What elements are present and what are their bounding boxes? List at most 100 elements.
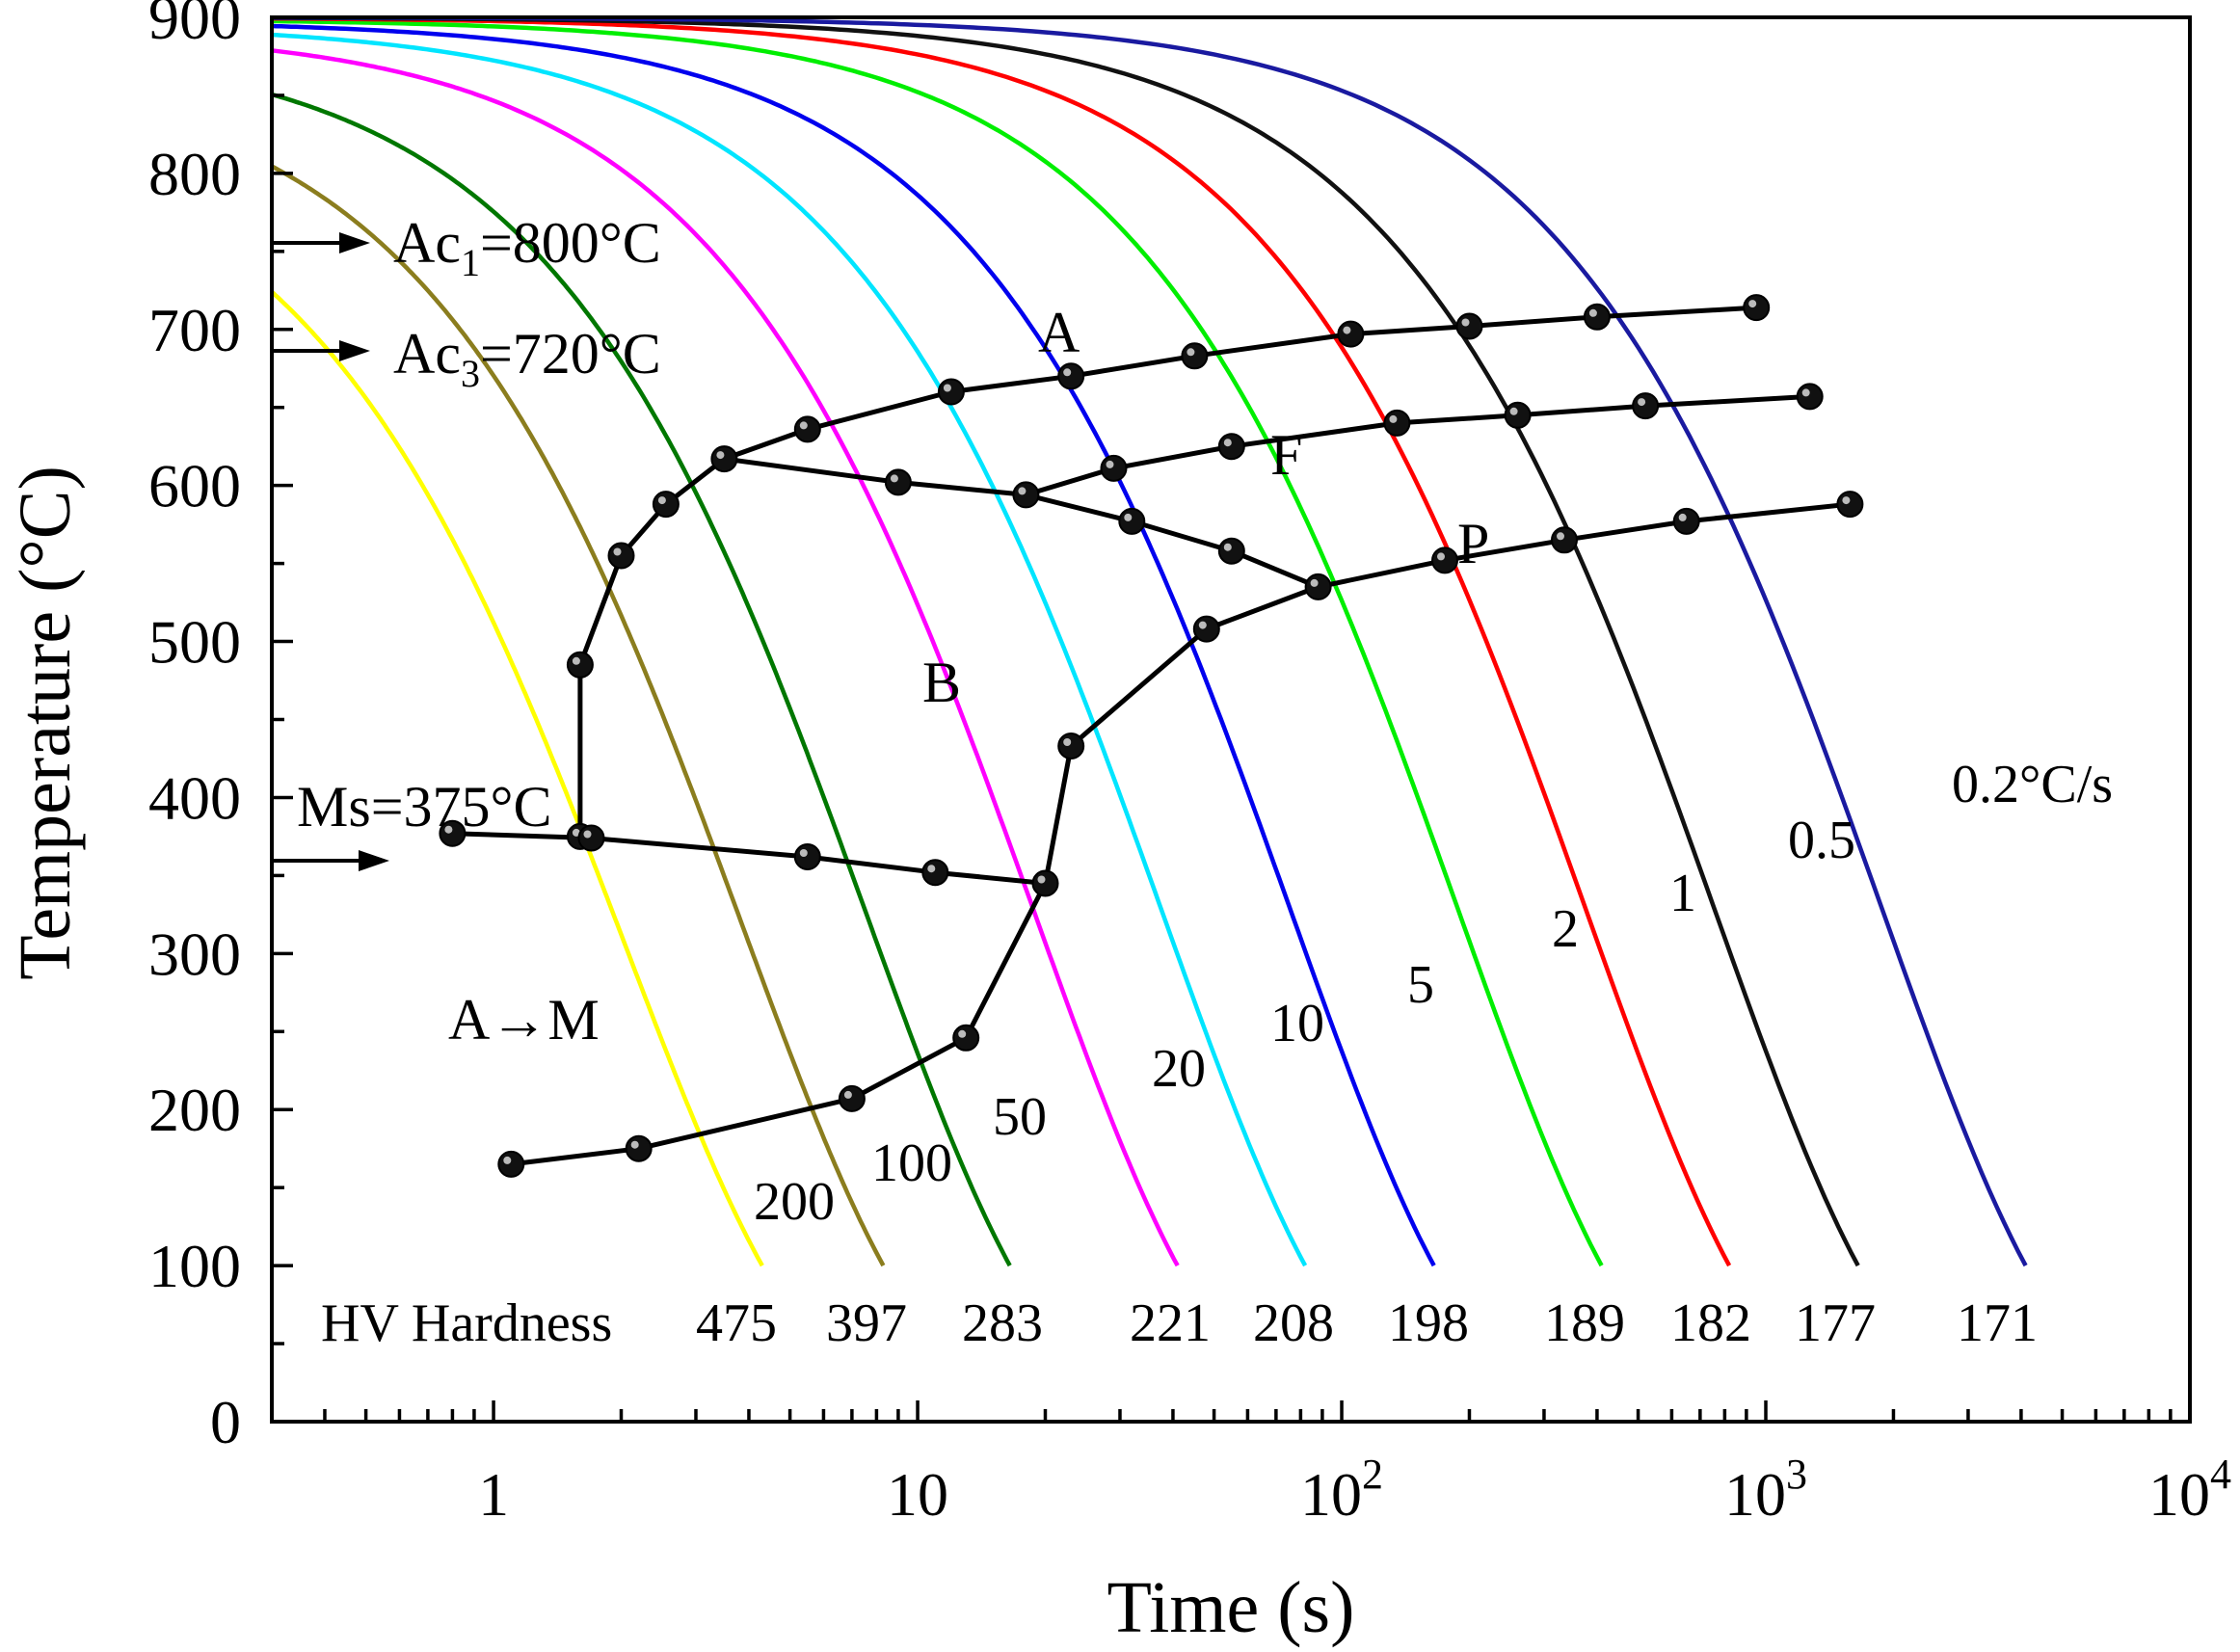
x-tick-exponent: 3 bbox=[1786, 1451, 1807, 1498]
ms-label: Ms=375°C bbox=[297, 775, 552, 839]
ac1-suffix: =800°C bbox=[480, 211, 661, 275]
rate-label-0-2: 0.2°C/s bbox=[1952, 755, 2113, 814]
ac3-suffix: =720°C bbox=[480, 322, 661, 386]
cooling-curve-50 bbox=[272, 92, 1012, 1267]
rate-label-50: 50 bbox=[993, 1087, 1047, 1147]
marker-highlight bbox=[1198, 621, 1207, 629]
hv-value-1: 182 bbox=[1670, 1293, 1751, 1353]
data-point-marker bbox=[937, 378, 965, 406]
pearlite-finish-line bbox=[1043, 501, 1851, 884]
data-point-marker bbox=[1181, 342, 1209, 370]
y-tick-label: 600 bbox=[148, 452, 241, 520]
ms-arrowhead bbox=[359, 850, 389, 871]
ac3-prefix: Ac bbox=[393, 322, 461, 386]
y-tick-label: 0 bbox=[210, 1388, 241, 1456]
data-point-marker bbox=[952, 1024, 980, 1052]
marker-highlight bbox=[1588, 308, 1597, 317]
x-tick-label: 10 bbox=[887, 1460, 948, 1529]
marker-highlight bbox=[1223, 543, 1232, 551]
data-point-marker bbox=[1217, 433, 1245, 461]
marker-highlight bbox=[583, 830, 592, 839]
rate-label-5: 5 bbox=[1407, 955, 1434, 1015]
data-point-marker bbox=[921, 859, 949, 887]
data-point-marker bbox=[1100, 454, 1128, 482]
phase-am-label: A→M bbox=[448, 988, 600, 1052]
hv-value-5: 198 bbox=[1388, 1293, 1469, 1353]
x-tick-label: 1 bbox=[478, 1460, 509, 1529]
marker-highlight bbox=[1557, 532, 1564, 541]
x-tick-labels: 1 10 102 103 104 bbox=[478, 1451, 2231, 1529]
rate-label-0-5: 0.5 bbox=[1788, 811, 1855, 870]
y-tick-label: 800 bbox=[148, 140, 241, 208]
y-tick-label: 200 bbox=[148, 1076, 241, 1144]
data-point-marker bbox=[607, 542, 635, 570]
cooling-rate-labels: 200 100 50 20 10 5 2 1 0.5 0.2°C/s bbox=[754, 755, 2113, 1232]
rate-label-20: 20 bbox=[1152, 1039, 1206, 1099]
data-point-marker bbox=[1031, 869, 1059, 897]
data-point-marker bbox=[1455, 312, 1483, 340]
y-tick-labels: 0 100 200 300 400 500 600 700 800 900 bbox=[148, 0, 241, 1456]
data-point-marker bbox=[1118, 507, 1146, 535]
axis-ticks bbox=[270, 15, 2192, 1424]
data-point-marker bbox=[793, 415, 821, 443]
ms-annotation: Ms=375°C bbox=[274, 775, 552, 871]
ac3-subscript: 3 bbox=[461, 352, 480, 395]
plot-frame bbox=[270, 15, 2192, 1424]
cooling-curve-0-5 bbox=[272, 17, 1860, 1267]
data-point-marker bbox=[1192, 615, 1220, 643]
y-tick-label: 900 bbox=[148, 0, 241, 52]
phase-p-label: P bbox=[1457, 512, 1489, 575]
hv-value-2: 189 bbox=[1544, 1293, 1625, 1353]
cooling-curve-1 bbox=[272, 17, 1732, 1267]
data-point-marker bbox=[1304, 573, 1332, 600]
x-tick-exponent: 4 bbox=[2210, 1451, 2231, 1498]
cooling-curve-10 bbox=[272, 32, 1308, 1267]
marker-highlight bbox=[503, 1156, 512, 1164]
cooling-curve-200 bbox=[272, 290, 764, 1267]
data-point-marker bbox=[1057, 362, 1085, 390]
ac1-prefix: Ac bbox=[393, 211, 461, 275]
hv-value-0-2: 171 bbox=[1957, 1293, 2038, 1353]
hv-value-100: 397 bbox=[826, 1293, 907, 1353]
marker-highlight bbox=[1437, 552, 1445, 561]
marker-highlight bbox=[1801, 388, 1810, 397]
data-point-marker bbox=[1632, 392, 1660, 420]
marker-highlight bbox=[716, 451, 725, 460]
marker-highlight bbox=[630, 1140, 639, 1149]
phase-a-label: A bbox=[1038, 301, 1080, 364]
data-point-marker bbox=[1583, 303, 1611, 331]
marker-highlight bbox=[1223, 439, 1232, 447]
ferrite-start-line bbox=[577, 305, 1757, 837]
ac1-annotation: Ac1=800°C bbox=[274, 211, 661, 284]
marker-highlight bbox=[1018, 487, 1027, 495]
marker-highlight bbox=[1037, 875, 1046, 884]
marker-highlight bbox=[943, 384, 951, 392]
ac1-label: Ac1=800°C bbox=[393, 211, 661, 284]
data-point-marker bbox=[1551, 526, 1578, 554]
data-point-marker bbox=[838, 1084, 866, 1112]
x-tick-base: 10 bbox=[1300, 1460, 1362, 1529]
y-tick-label: 300 bbox=[148, 919, 241, 988]
data-point-marker bbox=[1504, 401, 1532, 429]
marker-highlight bbox=[890, 474, 898, 483]
rate-label-10: 10 bbox=[1270, 994, 1324, 1053]
marker-highlight bbox=[799, 849, 808, 857]
data-point-marker bbox=[625, 1134, 653, 1162]
y-axis-title: Temperature (°C) bbox=[5, 466, 86, 980]
hardness-row: HV Hardness 475 397 283 221 208 198 189 … bbox=[321, 1293, 2038, 1353]
rate-label-100: 100 bbox=[871, 1133, 952, 1193]
ac3-label: Ac3=720°C bbox=[393, 322, 661, 395]
data-point-marker bbox=[566, 651, 594, 679]
hv-value-20: 221 bbox=[1130, 1293, 1211, 1353]
ac1-arrowhead bbox=[339, 232, 370, 253]
data-point-marker bbox=[884, 468, 912, 496]
data-point-marker bbox=[1672, 507, 1700, 535]
martensite-start-line bbox=[452, 831, 1046, 886]
data-point-marker bbox=[1383, 409, 1411, 437]
x-tick-exponent: 2 bbox=[1362, 1451, 1383, 1498]
marker-highlight bbox=[657, 496, 666, 505]
marker-highlight bbox=[1842, 496, 1851, 505]
hv-value-200: 475 bbox=[696, 1293, 777, 1353]
x-tick-base: 1 bbox=[478, 1460, 509, 1529]
